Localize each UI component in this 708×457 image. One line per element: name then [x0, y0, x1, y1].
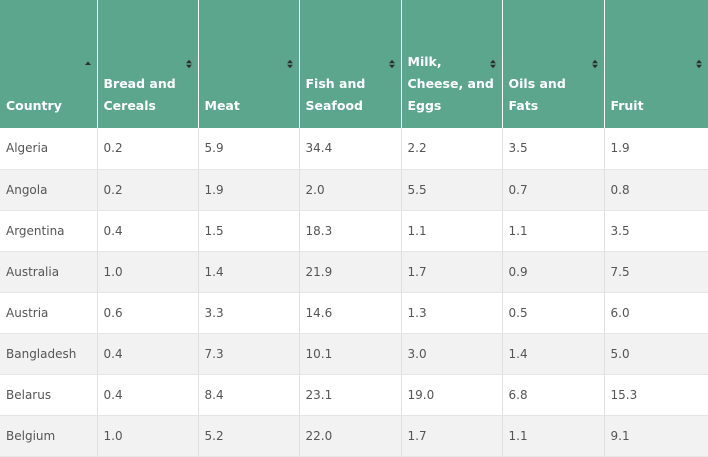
column-header-country[interactable]: Country: [0, 0, 98, 128]
value-cell: 1.1: [502, 415, 605, 457]
value-cell: 1.3: [401, 292, 503, 334]
country-cell: Belgium: [0, 415, 98, 457]
column-header-label: Country: [6, 98, 62, 113]
column-header-label: Oils and Fats: [508, 76, 566, 113]
value-cell: 15.3: [604, 374, 708, 416]
value-cell: 0.4: [97, 374, 199, 416]
value-cell: 1.4: [502, 333, 605, 375]
column-header-bread-and-cereals[interactable]: Bread and Cereals: [97, 0, 199, 128]
value-cell: 34.4: [299, 128, 402, 170]
country-cell: Argentina: [0, 210, 98, 252]
value-cell: 1.9: [198, 169, 300, 211]
value-cell: 5.2: [198, 415, 300, 457]
value-cell: 1.9: [604, 128, 708, 170]
value-cell: 0.4: [97, 210, 199, 252]
column-header-fish-and-seafood[interactable]: Fish and Seafood: [299, 0, 402, 128]
value-cell: 2.2: [401, 128, 503, 170]
table-row: Argentina 0.4 1.5 18.3 1.1 1.1 3.5: [0, 210, 708, 252]
column-header-label: Milk, Cheese, and Eggs: [407, 54, 494, 113]
sort-icon[interactable]: [185, 59, 192, 69]
value-cell: 22.0: [299, 415, 402, 457]
column-header-oils-and-fats[interactable]: Oils and Fats: [502, 0, 605, 128]
sort-ascending-icon[interactable]: [84, 59, 91, 69]
value-cell: 3.0: [401, 333, 503, 375]
value-cell: 1.1: [401, 210, 503, 252]
table-row: Angola 0.2 1.9 2.0 5.5 0.7 0.8: [0, 169, 708, 211]
value-cell: 5.5: [401, 169, 503, 211]
value-cell: 9.1: [604, 415, 708, 457]
value-cell: 19.0: [401, 374, 503, 416]
value-cell: 6.8: [502, 374, 605, 416]
column-header-label: Fish and Seafood: [305, 76, 366, 113]
table-body: Algeria 0.2 5.9 34.4 2.2 3.5 1.9 Angola 0.2 1.9 2.…: [0, 128, 708, 457]
value-cell: 21.9: [299, 251, 402, 293]
column-header-meat[interactable]: Meat: [198, 0, 300, 128]
value-cell: 0.4: [97, 333, 199, 375]
table-row: Belarus 0.4 8.4 23.1 19.0 6.8 15.3: [0, 374, 708, 416]
table-row: Australia 1.0 1.4 21.9 1.7 0.9 7.5: [0, 251, 708, 293]
value-cell: 10.1: [299, 333, 402, 375]
value-cell: 1.7: [401, 415, 503, 457]
value-cell: 3.5: [502, 128, 605, 170]
value-cell: 0.7: [502, 169, 605, 211]
table-header: Country Bread and Cereals Meat Fish and Sea…: [0, 0, 708, 128]
value-cell: 3.5: [604, 210, 708, 252]
value-cell: 0.5: [502, 292, 605, 334]
sort-icon[interactable]: [388, 59, 395, 69]
column-header-label: Fruit: [610, 98, 644, 113]
value-cell: 0.6: [97, 292, 199, 334]
table-row: Belgium 1.0 5.2 22.0 1.7 1.1 9.1: [0, 415, 708, 457]
column-header-label: Meat: [204, 98, 240, 113]
value-cell: 7.3: [198, 333, 300, 375]
value-cell: 1.0: [97, 415, 199, 457]
sort-icon[interactable]: [591, 59, 598, 69]
sort-icon[interactable]: [489, 59, 496, 69]
header-row: Country Bread and Cereals Meat Fish and Sea…: [0, 0, 708, 128]
value-cell: 1.7: [401, 251, 503, 293]
value-cell: 0.8: [604, 169, 708, 211]
value-cell: 1.1: [502, 210, 605, 252]
value-cell: 6.0: [604, 292, 708, 334]
table-row: Bangladesh 0.4 7.3 10.1 3.0 1.4 5.0: [0, 333, 708, 375]
sort-icon[interactable]: [696, 59, 702, 69]
country-cell: Algeria: [0, 128, 98, 170]
column-header-label: Bread and Cereals: [103, 76, 176, 113]
value-cell: 1.4: [198, 251, 300, 293]
value-cell: 14.6: [299, 292, 402, 334]
value-cell: 0.2: [97, 128, 199, 170]
country-cell: Austria: [0, 292, 98, 334]
country-cell: Australia: [0, 251, 98, 293]
sort-icon[interactable]: [286, 59, 293, 69]
column-header-milk-cheese-and-eggs[interactable]: Milk, Cheese, and Eggs: [401, 0, 503, 128]
value-cell: 5.9: [198, 128, 300, 170]
table-row: Algeria 0.2 5.9 34.4 2.2 3.5 1.9: [0, 128, 708, 170]
column-header-fruit[interactable]: Fruit: [604, 0, 708, 128]
country-cell: Belarus: [0, 374, 98, 416]
value-cell: 8.4: [198, 374, 300, 416]
value-cell: 18.3: [299, 210, 402, 252]
value-cell: 7.5: [604, 251, 708, 293]
value-cell: 0.9: [502, 251, 605, 293]
value-cell: 1.0: [97, 251, 199, 293]
table-row: Austria 0.6 3.3 14.6 1.3 0.5 6.0: [0, 292, 708, 334]
value-cell: 3.3: [198, 292, 300, 334]
value-cell: 1.5: [198, 210, 300, 252]
value-cell: 0.2: [97, 169, 199, 211]
country-cell: Bangladesh: [0, 333, 98, 375]
value-cell: 5.0: [604, 333, 708, 375]
value-cell: 23.1: [299, 374, 402, 416]
value-cell: 2.0: [299, 169, 402, 211]
country-cell: Angola: [0, 169, 98, 211]
